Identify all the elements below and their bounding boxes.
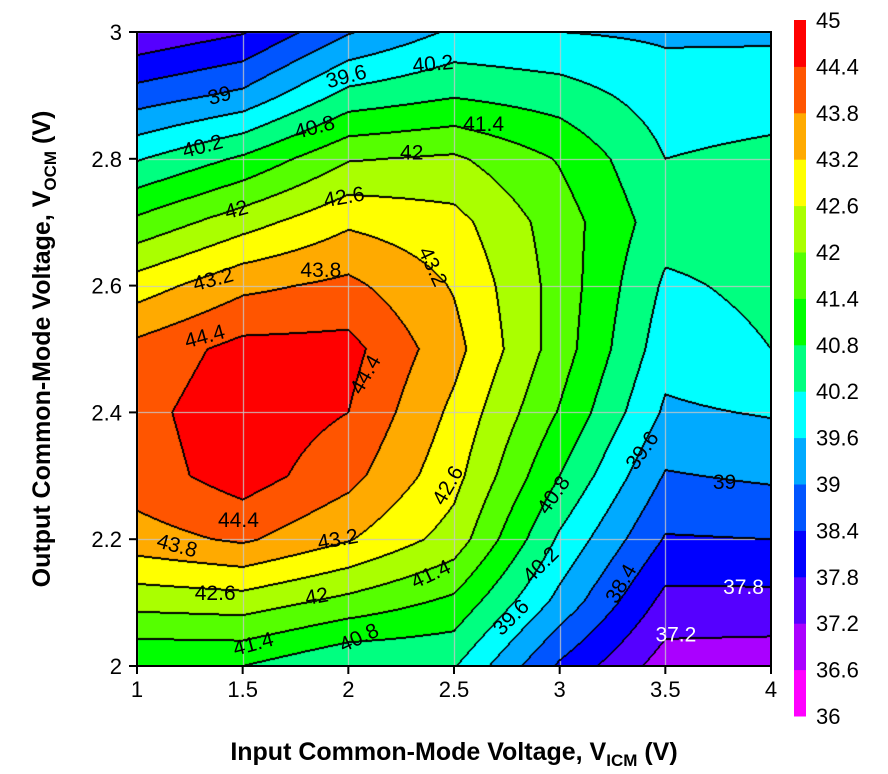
contour-label: 40.2: [518, 542, 563, 587]
contour-label: 44.4: [345, 351, 386, 398]
colorbar: 36 36.6 37.2 37.8 38.4 39 39.6 40.2 40.8 41.4 42 42…: [794, 8, 859, 729]
contour-label: 43.2: [316, 525, 360, 555]
contour-label: 43.2: [190, 263, 235, 296]
y-tick-label: 3: [110, 20, 122, 45]
colorbar-label: 39.6: [816, 426, 859, 451]
y-tick-label: 2.8: [91, 147, 122, 172]
contour-label: 42: [222, 196, 251, 224]
colorbar-segment: [794, 576, 806, 624]
colorbar-segment: [794, 205, 806, 253]
colorbar-segment: [794, 252, 806, 299]
contour-label: 43.8: [300, 259, 341, 282]
x-tick-label: 3: [554, 677, 566, 702]
colorbar-segment: [794, 669, 806, 717]
contour-label: 37.8: [723, 576, 764, 599]
colorbar-label: 41.4: [816, 286, 859, 311]
contour-label: 41.4: [408, 555, 455, 593]
colorbar-label: 37.2: [816, 611, 859, 636]
contour-label: 42.6: [322, 182, 366, 212]
colorbar-label: 37.8: [816, 565, 859, 590]
colorbar-segment: [794, 484, 806, 531]
colorbar-segment: [794, 159, 806, 207]
colorbar-segment: [794, 623, 806, 671]
contour-label: 42: [400, 141, 423, 164]
contour-label: 39: [205, 82, 234, 110]
y-tick-label: 2.2: [91, 527, 122, 552]
contour-label: 41.4: [463, 113, 504, 136]
x-tick-label: 2.5: [439, 677, 470, 702]
x-tick-label: 3.5: [650, 677, 681, 702]
colorbar-label: 36.6: [816, 658, 859, 683]
colorbar-segment: [794, 391, 806, 439]
contour-label: 40.8: [533, 472, 575, 519]
contour-label: 42: [303, 583, 330, 610]
contour-label: 39.6: [621, 427, 663, 474]
x-tick-label: 1.5: [227, 677, 258, 702]
colorbar-label: 38.4: [816, 518, 859, 543]
colorbar-label: 39: [816, 472, 840, 497]
colorbar-segment: [794, 437, 806, 485]
contour-label: 43.8: [154, 530, 199, 563]
contour-label: 42.6: [195, 582, 236, 605]
colorbar-label: 36: [816, 704, 840, 729]
colorbar-label: 42: [816, 240, 840, 265]
contour-label: 43.2: [413, 243, 451, 290]
colorbar-label: 44.4: [816, 54, 859, 79]
y-tick-label: 2.6: [91, 274, 122, 299]
contour-label: 40.2: [412, 51, 455, 77]
x-tick-label: 1: [131, 677, 143, 702]
colorbar-label: 43.2: [816, 147, 859, 172]
contour-fill-area: [137, 32, 771, 666]
contour-label: 39.6: [489, 595, 534, 640]
colorbar-segment: [794, 112, 806, 160]
x-tick-label: 2: [342, 677, 354, 702]
colorbar-label: 40.8: [816, 333, 859, 358]
contour-label: 39.6: [324, 60, 369, 93]
y-axis-title: Output Common-Mode Voltage, VOCM (V): [28, 111, 60, 588]
colorbar-label: 40.2: [816, 379, 859, 404]
contour-label: 44.4: [218, 509, 259, 532]
y-tick-label: 2.4: [91, 400, 122, 425]
contour-label: 39: [713, 471, 736, 494]
y-tick-label: 2: [110, 654, 122, 679]
colorbar-segment: [794, 66, 806, 114]
colorbar-label: 42.6: [816, 194, 859, 219]
contour-label: 37.2: [655, 623, 696, 646]
contour-label: 41.4: [231, 628, 277, 661]
colorbar-label: 43.8: [816, 101, 859, 126]
colorbar-segment: [794, 530, 806, 578]
contour-labels: 39 39.6 40.2 40.2 40.8 41.4 42 42 42.6 43.2 43.8 43…: [154, 51, 764, 661]
axis-ticks: 1 1.5 2 2.5 3 3.5 422.22.42.62.83: [91, 20, 777, 702]
colorbar-label: 45: [816, 8, 840, 33]
contour-label: 38.4: [601, 560, 642, 607]
x-tick-label: 4: [765, 677, 777, 702]
colorbar-segment: [794, 20, 806, 67]
colorbar-segment: [794, 298, 806, 346]
contour-label: 42.6: [428, 462, 468, 509]
plot-frame: [136, 31, 772, 667]
contour-label: 40.8: [336, 619, 383, 657]
colorbar-segment: [794, 344, 806, 392]
x-axis-title: Input Common-Mode Voltage, VICM (V): [230, 738, 677, 770]
contour-label: 44.4: [182, 320, 228, 353]
contour-label: 40.2: [180, 130, 225, 163]
contour-label: 40.8: [292, 111, 337, 144]
